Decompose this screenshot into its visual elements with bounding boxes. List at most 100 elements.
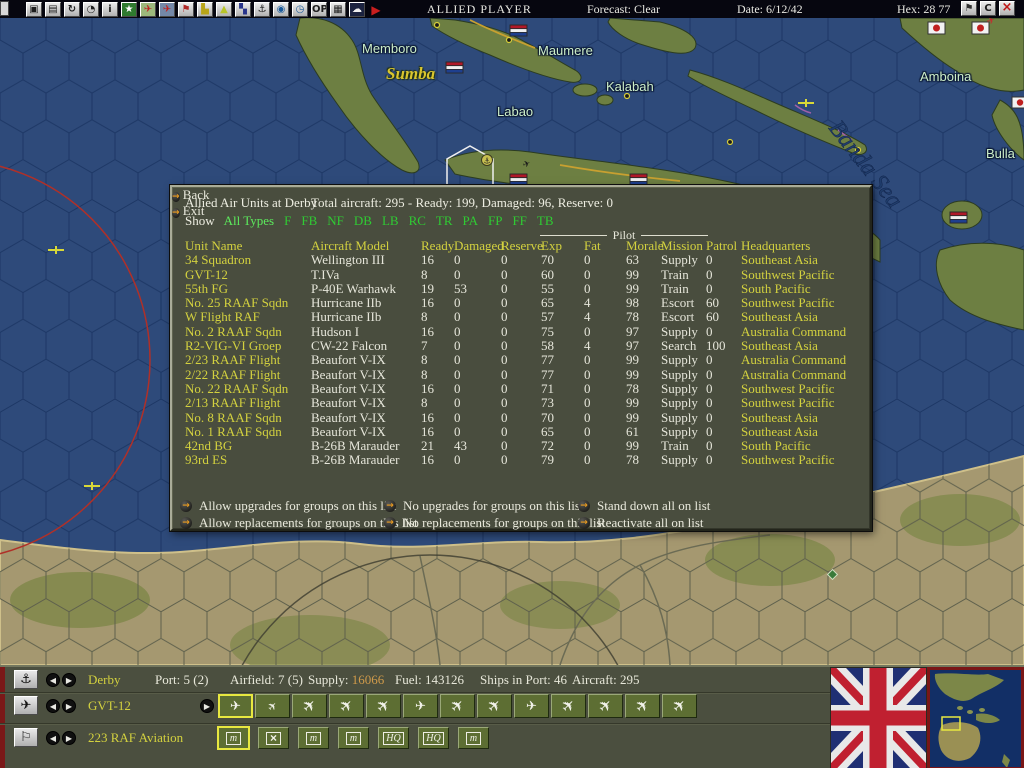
filter-fb[interactable]: FB [301,213,318,228]
ground-unit-name[interactable]: 223 RAF Aviation [88,730,184,745]
objectives-icon[interactable]: ★ [121,1,137,17]
ground-next-button[interactable]: ▶ [62,731,76,745]
minimap[interactable] [927,667,1024,768]
ground-unit-button-4-hq[interactable]: HQ [378,727,409,749]
ground-unit-button-5-hq[interactable]: HQ [418,727,449,749]
filter-rc[interactable]: RC [408,213,426,228]
exit-button[interactable]: → Exit [172,203,870,219]
cell-unit[interactable]: W Flight RAF [185,309,260,325]
filter-tr[interactable]: TR [435,213,453,228]
cell-unit[interactable]: 55th FG [185,280,228,296]
column-header-ready[interactable]: Ready [421,238,455,253]
aircraft-button-2-bomber[interactable]: ✈ [292,694,327,718]
filter-nf[interactable]: NF [327,213,344,228]
minimap-view-rect[interactable] [941,716,961,731]
cell-unit[interactable]: R2-VIG-VI Groep [185,338,282,354]
cell-unit[interactable]: 2/22 RAAF Flight [185,366,281,382]
combat-report-button[interactable]: C [980,1,996,16]
run-turn-button[interactable]: ▶ [371,2,381,17]
base-name[interactable]: Derby [88,672,121,687]
aircraft-button-11-bomber[interactable]: ✈ [625,694,660,718]
ground-unit-button-6-m[interactable]: m [458,727,489,749]
no-upgrades-for-groups-on-this-list-button[interactable]: → No upgrades for groups on this list [384,498,584,514]
air-group-prev-button[interactable]: ◀ [46,699,60,713]
task-force-icon[interactable]: ▲ [216,1,232,17]
allow-upgrades-for-groups-on-this-list-button[interactable]: → Allow upgrades for groups on this list [180,498,396,514]
cell-unit[interactable]: 93rd ES [185,452,228,468]
cell-unit[interactable]: 2/13 RAAF Flight [185,395,281,411]
cell-unit[interactable]: No. 1 RAAF Sqdn [185,423,282,439]
time-globe-icon[interactable]: ◷ [292,1,308,17]
air-group-name[interactable]: GVT-12 [88,698,131,713]
filter-all-types[interactable]: All Types [223,213,275,228]
air-group-select-arrow[interactable]: ▶ [200,699,214,713]
ground-prev-button[interactable]: ◀ [46,731,60,745]
aircraft-button-0-floatplane[interactable]: ✈ [218,694,253,718]
clock-icon[interactable]: ◔ [83,1,99,17]
aircraft-button-8-patrol[interactable]: ✈ [514,694,549,718]
info-icon[interactable]: i [102,1,118,17]
cell-unit[interactable]: No. 22 RAAF Sqdn [185,380,289,396]
filter-pa[interactable]: PA [462,213,478,228]
close-button[interactable]: × [999,1,1015,16]
aircraft-button-7-bomber[interactable]: ✈ [477,694,512,718]
enemy-aircraft-icon[interactable]: ✈ [159,1,175,17]
weather-icon[interactable]: ☁ [349,1,365,17]
aircraft-button-10-bomber[interactable]: ✈ [588,694,623,718]
cell-unit[interactable]: No. 2 RAAF Sqdn [185,323,282,339]
air-group-next-button[interactable]: ▶ [62,699,76,713]
cell-unit[interactable]: 2/23 RAAF Flight [185,352,281,368]
globe-icon[interactable]: ◉ [273,1,289,17]
base-next-button[interactable]: ▶ [62,673,76,687]
column-header-headquarters[interactable]: Headquarters [741,238,811,253]
ground-unit-button-0-m[interactable]: m [218,727,249,749]
operations-button[interactable]: OP [311,1,327,17]
turn-cycle-icon[interactable]: ↻ [64,1,80,17]
filter-fp[interactable]: FP [487,213,503,228]
filter-lb[interactable]: LB [381,213,399,228]
port-icon[interactable]: ⚓ [254,1,270,17]
hex-control-icon[interactable]: ▚ [235,1,251,17]
allied-aircraft-icon[interactable]: ✈ [140,1,156,17]
ship-icon[interactable]: ▙ [197,1,213,17]
ground-unit-button-3-m[interactable]: m [338,727,369,749]
filter-tb[interactable]: TB [536,213,554,228]
report-icon[interactable]: ▤ [45,1,61,17]
filter-db[interactable]: DB [353,213,372,228]
cell-unit[interactable]: GVT-12 [185,266,228,282]
cell-unit[interactable]: No. 25 RAAF Sqdn [185,295,289,311]
aircraft-button-3-bomber[interactable]: ✈ [329,694,364,718]
aircraft-button-5-patrol[interactable]: ✈ [403,694,438,718]
aircraft-button-1-fighter[interactable]: ✈ [255,694,290,718]
keyboard-icon[interactable]: ▦ [330,1,346,17]
column-header-mission[interactable]: Mission [661,238,703,253]
aircraft-button-6-bomber[interactable]: ✈ [440,694,475,718]
cell-unit[interactable]: 42nd BG [185,438,233,454]
column-header-reserve[interactable]: Reserve [501,238,543,253]
ground-unit-button-1-x[interactable]: × [258,727,289,749]
anchor-icon[interactable]: ⚓ [14,670,38,689]
back-button[interactable]: → Back [172,187,870,203]
ground-unit-button-2-m[interactable]: m [298,727,329,749]
cell-unit[interactable]: No. 8 RAAF Sqdn [185,409,282,425]
base-prev-button[interactable]: ◀ [46,673,60,687]
column-header-morale[interactable]: Morale [626,238,664,253]
no-replacements-for-groups-on-this-list-button[interactable]: → No replacements for groups on this list [384,515,605,531]
reactivate-all-on-list-button[interactable]: → Reactivate all on list [578,515,704,531]
flag-mode-icon[interactable]: ⚑ [178,1,194,17]
column-header-exp[interactable]: Exp [541,238,562,253]
column-header-fat[interactable]: Fat [584,238,601,253]
aircraft-icon[interactable]: ✈ [14,696,38,715]
flag-icon[interactable]: ⚐ [14,728,38,747]
notes-flag-icon[interactable]: ⚑ [961,1,977,16]
column-header-patrol[interactable]: Patrol [706,238,738,253]
filter-f[interactable]: F [284,213,292,228]
save-icon[interactable]: ▣ [26,1,42,17]
column-header-damaged[interactable]: Damaged [454,238,504,253]
aircraft-button-4-bomber[interactable]: ✈ [366,694,401,718]
cell-unit[interactable]: 34 Squadron [185,252,252,268]
stand-down-all-on-list-button[interactable]: → Stand down all on list [578,498,710,514]
filter-ff[interactable]: FF [512,213,527,228]
column-header-aircraft-model[interactable]: Aircraft Model [311,238,390,253]
column-header-unit-name[interactable]: Unit Name [185,238,243,253]
